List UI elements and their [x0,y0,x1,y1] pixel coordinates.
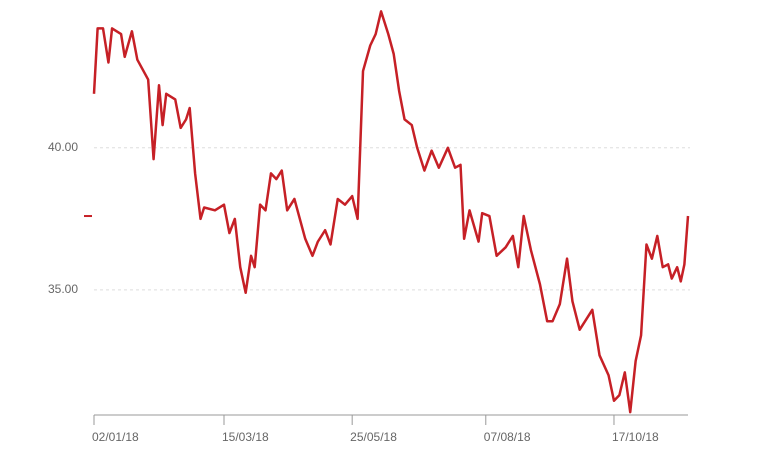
x-tick-label: 07/08/18 [484,430,531,444]
x-tick-label: 15/03/18 [222,430,269,444]
y-tick-label: 35.00 [48,282,78,296]
x-tick-label: 02/01/18 [92,430,139,444]
x-tick-label: 25/05/18 [350,430,397,444]
price-line [92,10,690,414]
x-tick-label: 17/10/18 [612,430,659,444]
y-tick-label: 40.00 [48,140,78,154]
